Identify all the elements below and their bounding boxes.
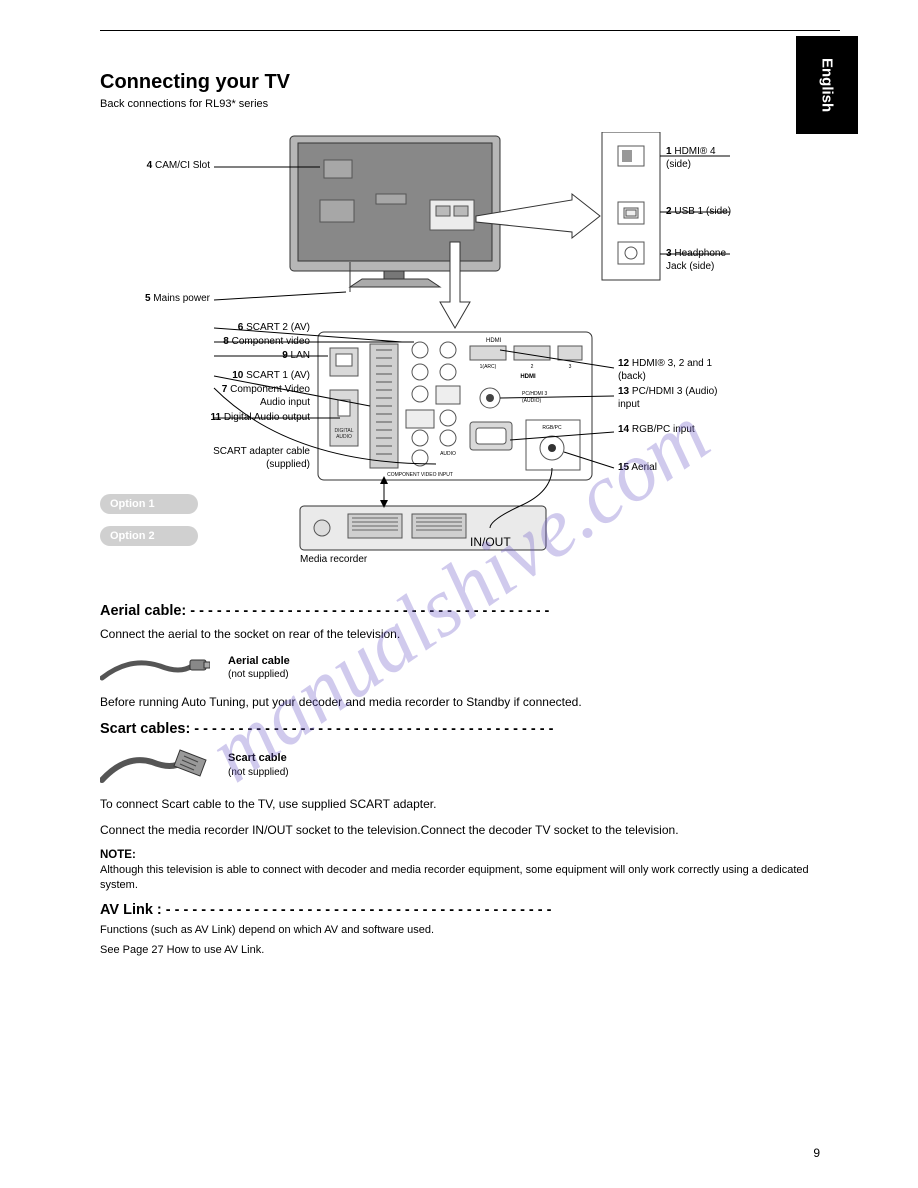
aerial-cable-icon <box>100 652 210 684</box>
note-head: NOTE: <box>100 848 840 864</box>
aerial-para: Before running Auto Tuning, put your dec… <box>100 694 840 710</box>
side-panel-icon <box>602 132 660 280</box>
callout-mains: 5 Mains power <box>100 293 210 306</box>
connection-diagram: DIGITAL AUDIO <box>170 132 740 572</box>
svg-text:RGB/PC: RGB/PC <box>542 425 562 431</box>
callout-adapter: SCART adapter cable (supplied) <box>200 446 310 471</box>
callout-scart1: 10 SCART 1 (AV) <box>200 370 310 383</box>
aerial-sub: Connect the aerial to the socket on rear… <box>100 626 840 642</box>
svg-text:2: 2 <box>531 364 534 370</box>
avlink-heading: AV Link : - - - - - - - - - - - - - - - … <box>100 901 840 921</box>
svg-text:HDMI: HDMI <box>486 338 502 344</box>
page-number: 9 <box>813 1146 820 1160</box>
scart-para2: Connect the media recorder IN/OUT socket… <box>100 822 840 838</box>
callout-usb1: 2 USB 1 (side) <box>666 206 731 219</box>
scart-cable-note: (not supplied) <box>228 766 289 780</box>
media-recorder-icon: IN/OUT <box>300 506 546 550</box>
scart-cable-icon <box>100 746 210 786</box>
aerial-cable-row: Aerial cable (not supplied) <box>100 652 840 684</box>
option1-pill: Option 1 <box>100 494 198 514</box>
callout-aerial: 15 Aerial <box>618 462 738 475</box>
aerial-cable-label: Aerial cable <box>228 654 290 669</box>
svg-text:AUDIO: AUDIO <box>336 434 352 440</box>
svg-text:3: 3 <box>569 364 572 370</box>
svg-text:PC/HDMI 3: PC/HDMI 3 <box>522 391 548 397</box>
callout-compvid: 8 Component video <box>200 336 310 349</box>
svg-text:AUDIO: AUDIO <box>440 451 456 457</box>
svg-text:Media recorder: Media recorder <box>300 554 368 565</box>
aerial-cable-note: (not supplied) <box>228 668 290 682</box>
callout-digaudio: 11 Digital Audio output <box>200 412 310 425</box>
scart-cable-label: Scart cable <box>228 751 289 766</box>
scart-heading: Scart cables: - - - - - - - - - - - - - … <box>100 720 840 740</box>
page-title: Connecting your TV <box>100 71 840 94</box>
callout-lan: 9 LAN <box>200 350 310 363</box>
avlink-line1: Functions (such as AV Link) depend on wh… <box>100 923 840 938</box>
note-body: Although this television is able to conn… <box>100 863 840 893</box>
scart-cable-row: Scart cable (not supplied) <box>100 746 840 786</box>
language-tab: English <box>796 36 858 134</box>
svg-text:HDMI: HDMI <box>520 374 536 380</box>
header-rule <box>100 30 840 31</box>
option2-pill: Option 2 <box>100 526 198 546</box>
svg-text:IN/OUT: IN/OUT <box>470 535 511 549</box>
callout-rgbpc: 14 RGB/PC input <box>618 424 738 437</box>
aerial-heading: Aerial cable: - - - - - - - - - - - - - … <box>100 602 840 622</box>
callout-hdmi4: 1 HDMI® 4 (side) <box>666 146 740 171</box>
svg-text:(AUDIO): (AUDIO) <box>522 398 542 404</box>
callout-compaudio: 7 Component Video Audio input <box>200 384 310 409</box>
avlink-line2: See Page 27 How to use AV Link. <box>100 943 840 958</box>
svg-text:1(ARC): 1(ARC) <box>480 364 497 370</box>
callout-cam: 4 CAM/CI Slot <box>100 160 210 173</box>
callout-scart2: 6 SCART 2 (AV) <box>200 322 310 335</box>
callout-hdmi-back: 12 HDMI® 3, 2 and 1 (back) <box>618 358 738 383</box>
svg-text:COMPONENT VIDEO INPUT: COMPONENT VIDEO INPUT <box>387 472 453 478</box>
text-body: Aerial cable: - - - - - - - - - - - - - … <box>100 602 840 958</box>
scart-para1: To connect Scart cable to the TV, use su… <box>100 796 840 812</box>
page-subtitle: Back connections for RL93* series <box>100 98 840 110</box>
tv-icon <box>290 136 500 292</box>
callout-headphone: 3 Headphone Jack (side) <box>666 248 740 273</box>
callout-pcaudio: 13 PC/HDMI 3 (Audio) input <box>618 386 738 411</box>
